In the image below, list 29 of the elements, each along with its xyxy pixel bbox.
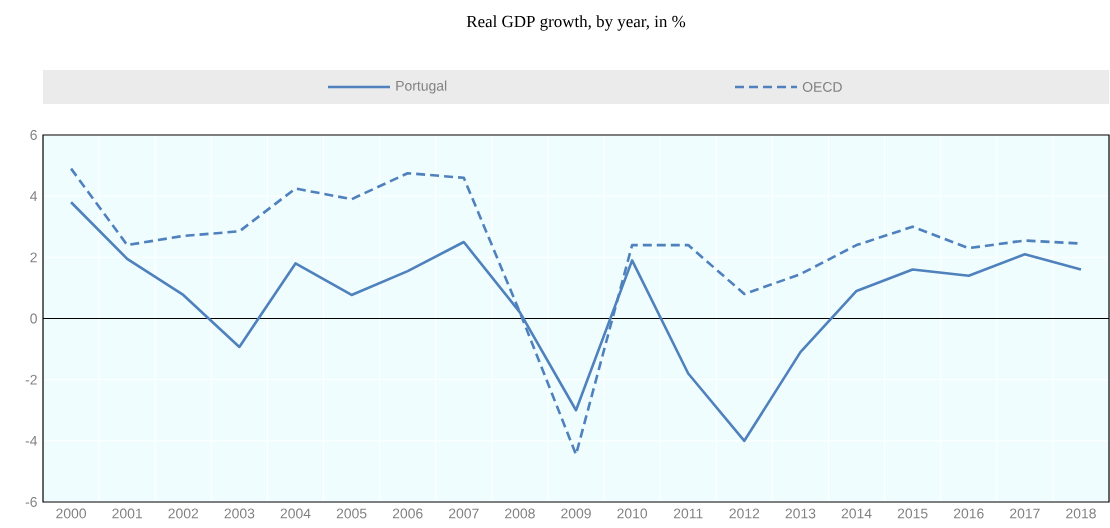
legend-label: Portugal [396, 80, 447, 94]
x-tick-label: 2018 [1066, 508, 1096, 519]
y-tick-label: -6 [25, 497, 37, 507]
x-tick-label: 2014 [841, 508, 872, 519]
x-tick-label: 2009 [561, 508, 591, 519]
x-tick-label: 2003 [224, 508, 255, 519]
x-tick-label: 2002 [168, 508, 199, 519]
x-tick-label: 2010 [617, 508, 648, 519]
x-tick-label: 2008 [505, 508, 535, 519]
y-tick-label: -4 [25, 436, 38, 446]
chart-title: Real GDP growth, by year, in % [466, 15, 686, 31]
y-tick-label: 6 [30, 130, 37, 140]
x-tick-label: 2016 [953, 508, 984, 519]
x-tick-label: 2011 [673, 508, 703, 519]
y-tick-label: 4 [30, 191, 38, 201]
legend-label: OECD [802, 82, 842, 92]
x-tick-label: 2007 [448, 508, 479, 519]
x-tick-label: 2015 [897, 508, 928, 519]
x-tick-label: 2004 [280, 508, 311, 519]
x-tick-label: 2013 [785, 508, 816, 519]
x-tick-label: 2005 [336, 508, 367, 519]
x-tick-label: 2012 [729, 508, 760, 519]
y-tick-label: -2 [25, 374, 37, 385]
y-tick-label: 0 [30, 313, 37, 324]
x-tick-label: 2017 [1010, 508, 1040, 519]
x-tick-label: 2001 [112, 508, 142, 519]
x-tick-label: 2000 [56, 508, 87, 519]
y-tick-label: 2 [30, 252, 37, 263]
x-tick-label: 2006 [392, 508, 423, 519]
